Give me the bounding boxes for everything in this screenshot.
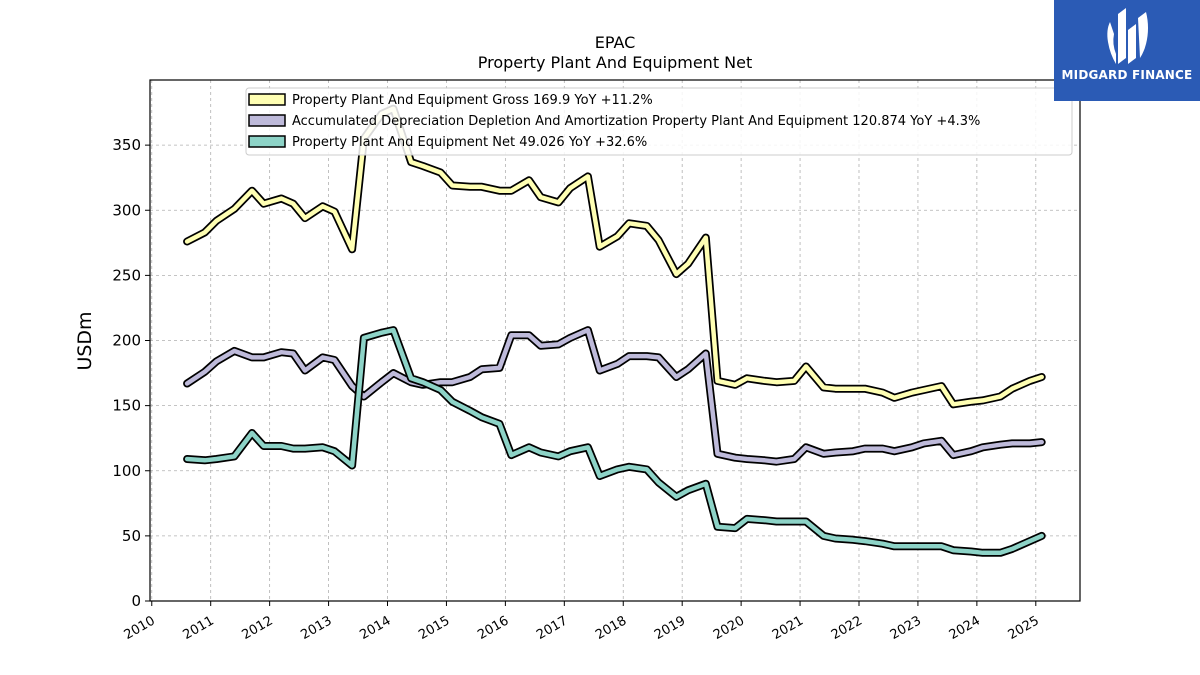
y-axis-label: USDm [74, 311, 96, 370]
x-tick-label: 2021 [770, 613, 806, 643]
y-tick-label: 250 [112, 266, 141, 284]
x-tick-label: 2022 [829, 613, 865, 643]
chart-title: EPAC [595, 33, 636, 52]
legend-swatch-gross [248, 93, 286, 106]
axes: 0 50 100 150 200 250 300 350 2010 2011 2012 2013 201… [112, 136, 1041, 643]
x-tick-label: 2011 [181, 613, 217, 643]
x-tick-label: 2018 [593, 613, 629, 643]
x-tick-label: 2025 [1006, 613, 1042, 643]
series-line-gross [184, 106, 1044, 407]
series-line-net [184, 327, 1044, 556]
y-tick-label: 300 [112, 201, 141, 219]
x-tick-label: 2024 [947, 613, 983, 643]
legend-label-depreciation: Accumulated Depreciation Depletion And A… [292, 114, 980, 129]
y-tick-label: 200 [112, 332, 141, 350]
x-tick-label: 2013 [298, 613, 334, 643]
legend-swatch-net [248, 135, 286, 148]
x-tick-label: 2020 [711, 613, 747, 643]
y-tick-label: 0 [131, 592, 141, 610]
x-tick-label: 2016 [475, 613, 511, 643]
legend: Property Plant And Equipment Gross 169.9… [245, 87, 1073, 156]
legend-label-gross: Property Plant And Equipment Gross 169.9… [292, 93, 653, 108]
x-tick-label: 2017 [534, 613, 570, 643]
x-tick-label: 2010 [122, 613, 158, 643]
chart-subtitle: Property Plant And Equipment Net [478, 53, 753, 72]
midgard-finance-logo: MIDGARD FINANCE [1054, 0, 1200, 101]
x-tick-label: 2019 [652, 613, 688, 643]
x-tick-label: 2014 [357, 613, 393, 643]
x-tick-label: 2015 [416, 613, 452, 643]
legend-label-net: Property Plant And Equipment Net 49.026 … [292, 135, 647, 150]
x-tick-label: 2023 [888, 613, 924, 643]
series-layer [183, 104, 1046, 557]
logo-text: MIDGARD FINANCE [1061, 68, 1193, 82]
series-line-depreciation [184, 327, 1044, 464]
y-tick-label: 350 [112, 136, 141, 154]
y-tick-label: 50 [122, 527, 141, 545]
y-tick-label: 100 [112, 462, 141, 480]
x-tick-label: 2012 [239, 613, 275, 643]
y-tick-label: 150 [112, 397, 141, 415]
legend-swatch-depreciation [248, 114, 286, 127]
logo-mark-icon [1107, 8, 1148, 64]
legend-box [245, 87, 1073, 156]
grid [150, 80, 1080, 601]
